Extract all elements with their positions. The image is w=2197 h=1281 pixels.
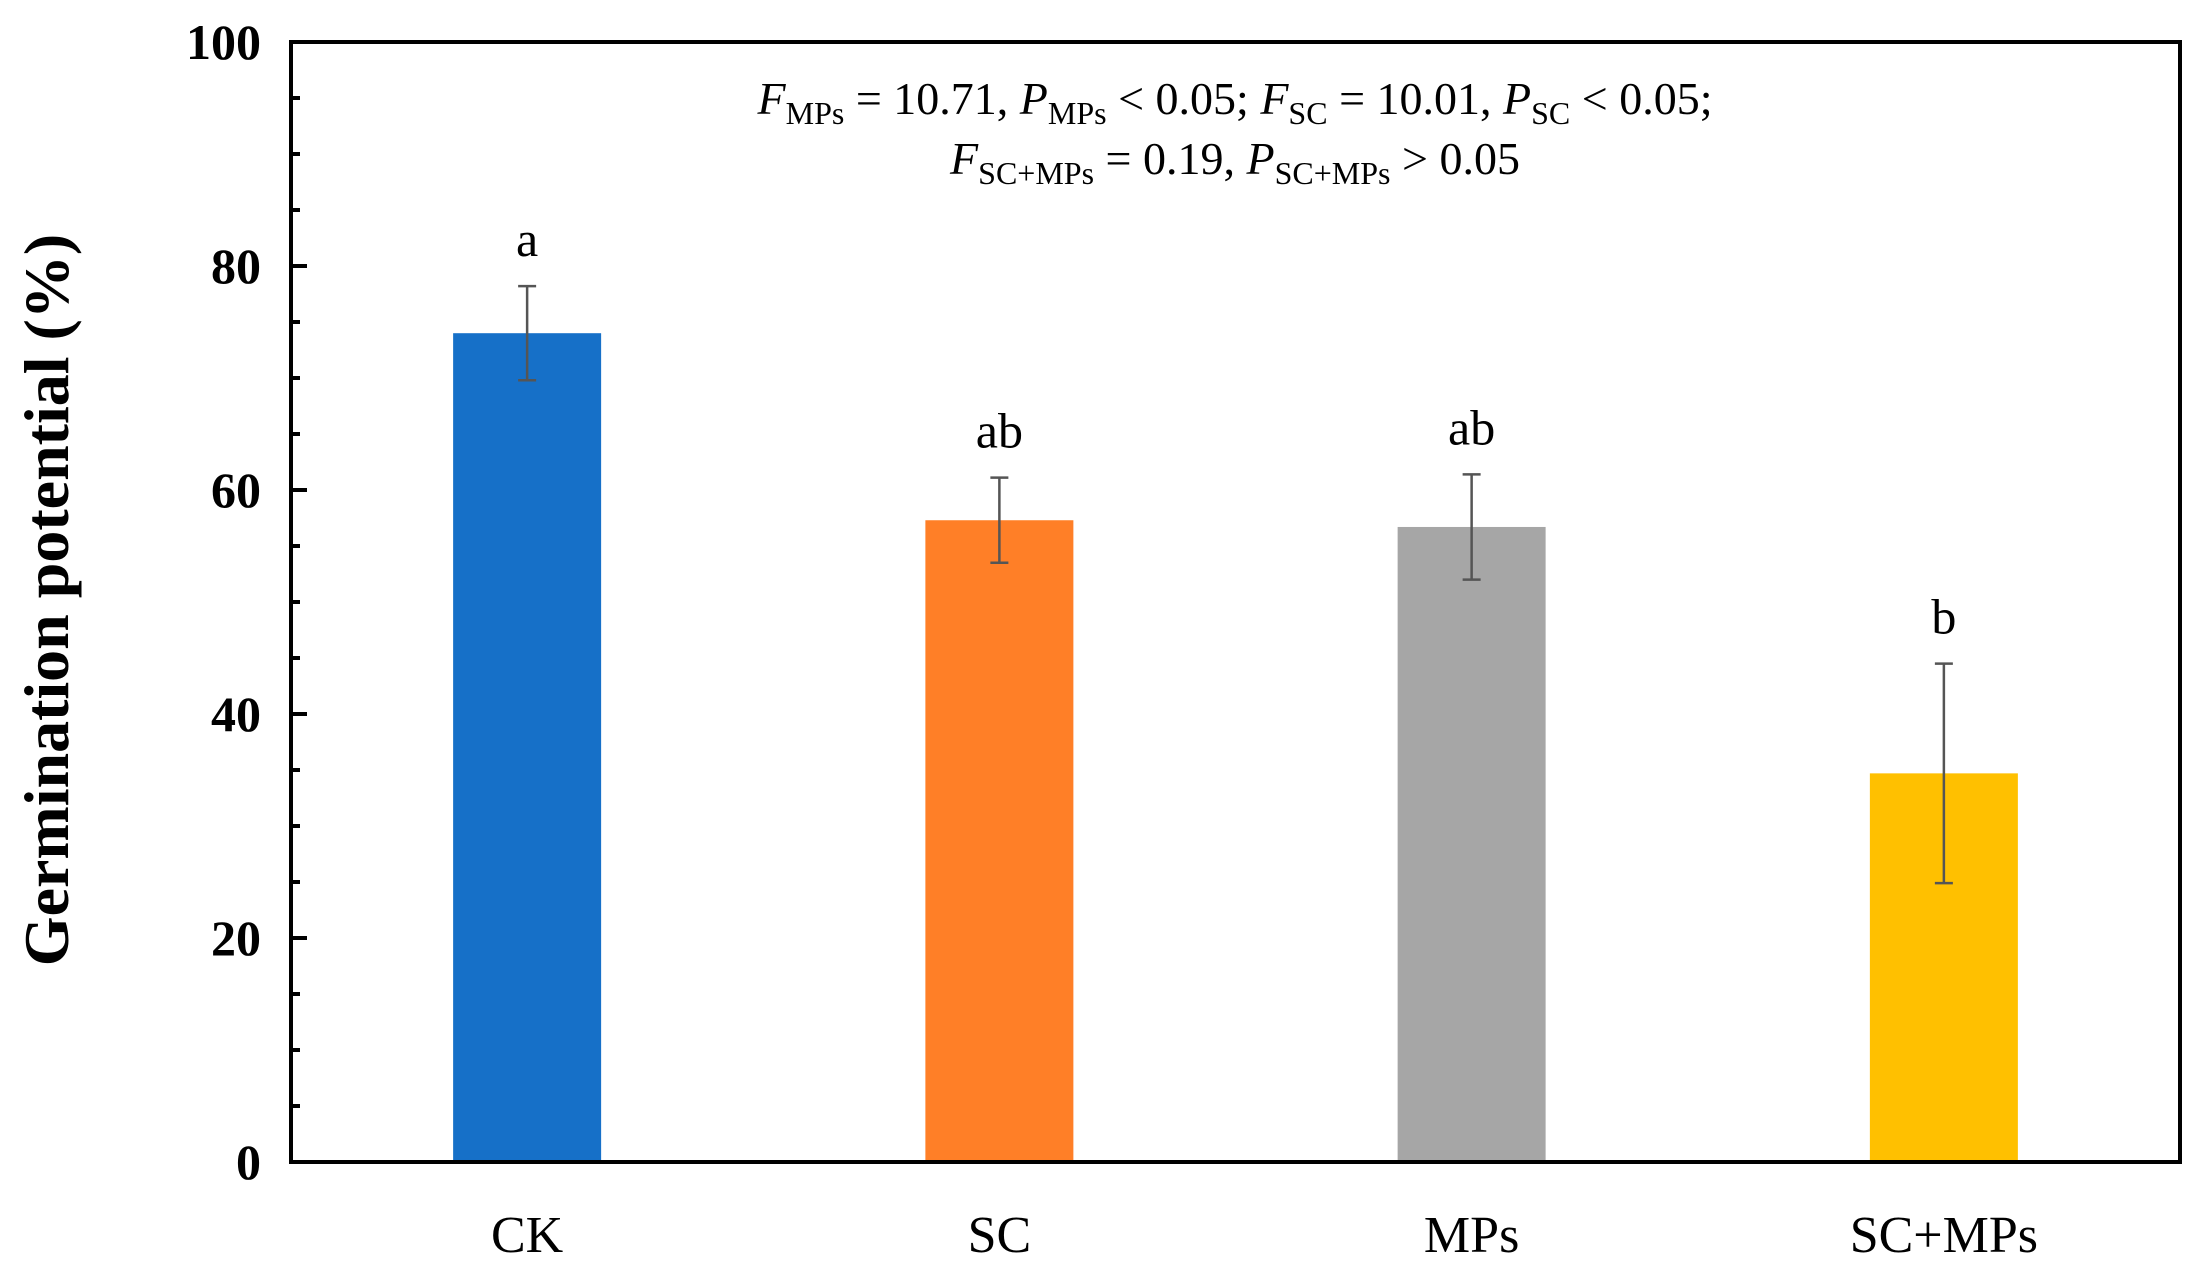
x-tick-label: SC+MPs [1850,1207,2038,1264]
f-sc-var: F [1259,73,1289,124]
x-tick-label: MPs [1424,1207,1519,1264]
y-tick-label: 40 [211,686,261,742]
y-axis-label: Germination potential (%) [11,234,82,966]
f-mps-val: = 10.71, [844,73,1019,124]
f-mps-sub: MPs [786,95,845,131]
y-axis: 0 20 40 60 80 100 [186,14,307,1190]
y-tick-label: 100 [186,14,261,70]
p-int-sub: SC+MPs [1275,155,1391,191]
f-sc-val: = 10.01, [1328,73,1503,124]
y-tick-label: 20 [211,910,261,966]
error-bars [518,284,1953,885]
significance-letter: a [516,211,538,267]
p-sc-var: P [1502,73,1531,124]
bar-mps [1397,526,1546,1160]
f-mps-var: F [757,73,787,124]
f-int-val: = 0.19, [1094,133,1246,184]
y-tick-label: 0 [236,1134,261,1190]
p-mps-sub: MPs [1048,95,1107,131]
f-int-sub: SC+MPs [978,155,1094,191]
stats-annotation-line1: FMPs = 10.71, PMPs < 0.05; FSC = 10.01, … [757,73,1713,131]
x-tick-label: CK [491,1207,564,1264]
p-int-val: > 0.05 [1391,133,1520,184]
significance-letter: b [1931,589,1956,645]
p-mps-val: < 0.05; [1107,73,1261,124]
p-sc-val: < 0.05; [1570,73,1712,124]
significance-letters: a ab ab b [516,211,1956,644]
y-tick-label: 80 [211,238,261,294]
p-mps-var: P [1019,73,1048,124]
significance-letter: ab [976,403,1023,459]
bars [453,333,2018,1160]
bar-ck [453,333,602,1160]
stats-annotation-line2: FSC+MPs = 0.19, PSC+MPs > 0.05 [949,133,1520,191]
x-axis: CK SC MPs SC+MPs [491,1207,2038,1264]
y-tick-label: 60 [211,462,261,518]
p-sc-sub: SC [1531,95,1570,131]
f-int-var: F [949,133,979,184]
f-sc-sub: SC [1288,95,1327,131]
x-tick-label: SC [968,1207,1032,1264]
p-int-var: P [1246,133,1275,184]
bar-sc [925,520,1074,1160]
significance-letter: ab [1448,399,1495,455]
